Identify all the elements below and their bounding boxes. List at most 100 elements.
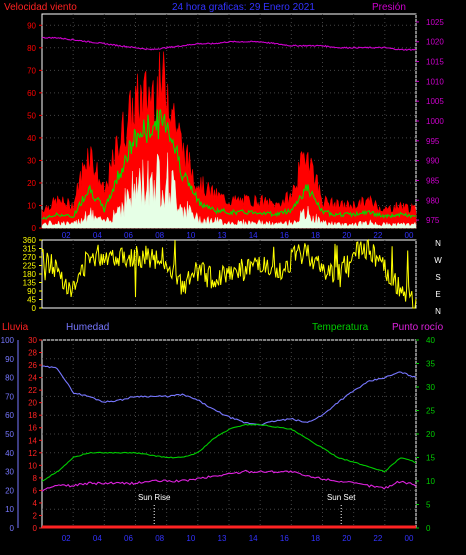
- rain-tick-label: 8: [33, 474, 38, 483]
- wind-time-tick-label: 06: [124, 231, 133, 240]
- climate-time-tick-label: 13: [218, 534, 227, 543]
- temperature-tick-label: 35: [426, 360, 435, 369]
- wind-gust-series: [41, 51, 417, 229]
- wind-tick-label: 40: [27, 134, 36, 143]
- direction-tick-label: 360: [23, 236, 37, 245]
- temperature-tick-label: 10: [426, 477, 435, 486]
- rain-tick-label: 0: [33, 524, 38, 533]
- pressure-tick-label: 1025: [426, 18, 444, 27]
- climate-time-tick-label: 18: [311, 534, 320, 543]
- rain-tick-label: 30: [28, 336, 37, 345]
- climate-time-tick-label: 08: [155, 534, 164, 543]
- rain-tick-label: 16: [28, 424, 37, 433]
- direction-tick-label: 135: [23, 279, 37, 288]
- sun-marker-label: Sun Set: [327, 493, 356, 502]
- sun-marker-label: Sun Rise: [138, 493, 171, 502]
- direction-tick-label: 45: [27, 296, 36, 305]
- rain-tick-label: 24: [28, 374, 37, 383]
- sun-markers: Sun Rise Sun Set: [138, 493, 356, 525]
- wind-tick-label: 30: [27, 156, 36, 165]
- rain-label: Lluvia: [2, 322, 29, 333]
- wind-time-tick-label: 04: [93, 231, 102, 240]
- compass-label: S: [435, 273, 440, 282]
- climate-time-tick-label: 02: [62, 534, 71, 543]
- pressure-tick-label: 995: [426, 137, 440, 146]
- rain-tick-label: 20: [28, 399, 37, 408]
- humidity-tick-label: 60: [5, 411, 14, 420]
- wind-time-tick-label: 00: [405, 231, 414, 240]
- pressure-tick-label: 1005: [426, 97, 444, 106]
- direction-tick-label: 315: [23, 245, 37, 254]
- pressure-series: [41, 36, 417, 51]
- wind-tick-label: 80: [27, 44, 36, 53]
- rain-tick-label: 12: [28, 449, 37, 458]
- temperature-tick-label: 25: [426, 407, 435, 416]
- wind-direction-series: [41, 238, 417, 309]
- wind-time-tick-label: 14: [249, 231, 258, 240]
- wind-time-tick-label: 10: [186, 231, 195, 240]
- humidity-tick-label: 40: [5, 449, 14, 458]
- wind-time-axis: 02 04 06 08 10 13 14 16 18 20 22 00: [62, 231, 414, 240]
- climate-time-tick-label: 16: [280, 534, 289, 543]
- wind-time-tick-label: 08: [155, 231, 164, 240]
- humidity-tick-label: 30: [5, 468, 14, 477]
- direction-tick-label: 90: [27, 287, 36, 296]
- rain-tick-label: 14: [28, 436, 37, 445]
- wind-minimum-series: [41, 152, 417, 229]
- temperature-tick-label: 15: [426, 454, 435, 463]
- pressure-tick-label: 975: [426, 216, 440, 225]
- compass-label: N: [435, 239, 441, 248]
- humidity-tick-label: 70: [5, 392, 14, 401]
- pressure-tick-label: 985: [426, 176, 440, 185]
- temperature-tick-label: 5: [426, 501, 431, 510]
- humidity-label: Humedad: [66, 322, 109, 333]
- wind-tick-label: 0: [32, 224, 37, 233]
- wind-tick-label: 50: [27, 111, 36, 120]
- climate-panel-grid: [42, 339, 417, 529]
- climate-series-group: [41, 365, 417, 529]
- rain-tick-label: 18: [28, 411, 37, 420]
- humidity-rain-axis: 0102030405060708090100024681012141618202…: [1, 336, 42, 533]
- humidity-tick-label: 90: [5, 355, 14, 364]
- rain-tick-label: 6: [33, 486, 38, 495]
- wind-time-tick-label: 16: [280, 231, 289, 240]
- dewpoint-label: Punto rocío: [392, 322, 444, 333]
- dewpoint-series: [41, 469, 417, 492]
- humidity-tick-label: 0: [10, 524, 15, 533]
- humidity-tick-label: 10: [5, 505, 14, 514]
- compass-label: E: [435, 290, 440, 299]
- humidity-tick-label: 80: [5, 374, 14, 383]
- climate-time-axis: 02 04 06 08 10 13 14 16 18 20 22 00: [62, 534, 414, 543]
- pressure-tick-label: 1015: [426, 58, 444, 67]
- direction-tick-label: 180: [23, 270, 37, 279]
- wind-time-tick-label: 20: [342, 231, 351, 240]
- climate-time-tick-label: 06: [124, 534, 133, 543]
- temperature-label: Temperatura: [312, 322, 369, 333]
- wind-time-tick-label: 02: [62, 231, 71, 240]
- compass-label: N: [435, 307, 441, 316]
- climate-time-tick-label: 00: [405, 534, 414, 543]
- pressure-axis: 975 980 985 990 995 1000 1005 1010 1015 1020 1025: [416, 18, 444, 225]
- temperature-tick-label: 30: [426, 383, 435, 392]
- compass-label: W: [434, 256, 442, 265]
- climate-panel: 0102030405060708090100024681012141618202…: [1, 336, 436, 543]
- wind-time-tick-label: 18: [311, 231, 320, 240]
- wind-tick-label: 10: [27, 201, 36, 210]
- wind-tick-label: 20: [27, 179, 36, 188]
- direction-tick-label: 0: [32, 304, 37, 313]
- temperature-tick-label: 0: [426, 524, 431, 533]
- climate-time-tick-label: 20: [342, 534, 351, 543]
- rain-tick-label: 28: [28, 349, 37, 358]
- rain-tick-label: 4: [33, 499, 38, 508]
- pressure-tick-label: 1010: [426, 77, 444, 86]
- pressure-tick-label: 1020: [426, 38, 444, 47]
- humidity-tick-label: 20: [5, 486, 14, 495]
- rain-tick-label: 2: [33, 511, 38, 520]
- humidity-series: [41, 365, 417, 426]
- chart-title: 24 hora graficas: 29 Enero 2021: [172, 2, 315, 13]
- wind-speed-label: Velocidad viento: [4, 2, 77, 13]
